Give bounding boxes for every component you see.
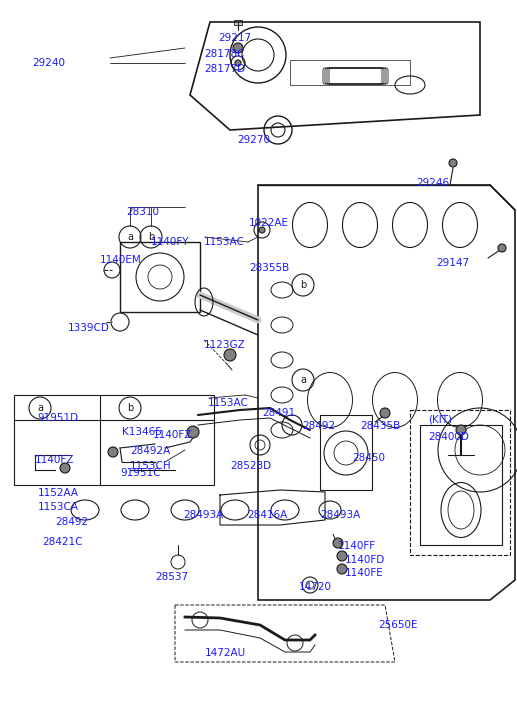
Text: 28491: 28491 xyxy=(262,408,295,418)
Text: 1153AC: 1153AC xyxy=(204,237,245,247)
Text: 29147: 29147 xyxy=(436,258,469,268)
Text: 1140FD: 1140FD xyxy=(345,555,385,565)
Text: 29240: 29240 xyxy=(32,58,65,68)
Text: 14720: 14720 xyxy=(299,582,332,592)
Bar xyxy=(14,395,214,485)
Text: 1123GZ: 1123GZ xyxy=(204,340,246,350)
Text: 1140FE: 1140FE xyxy=(345,568,384,578)
Text: 28493A: 28493A xyxy=(183,510,223,520)
Text: 28178C: 28178C xyxy=(204,49,245,59)
Text: 1152AA: 1152AA xyxy=(38,488,79,498)
Bar xyxy=(120,242,200,312)
Bar xyxy=(410,410,510,555)
Text: 28537: 28537 xyxy=(155,572,188,582)
Circle shape xyxy=(60,463,70,473)
Text: 28492: 28492 xyxy=(302,421,335,431)
Text: 1140FY: 1140FY xyxy=(151,237,190,247)
Text: 1140FZ: 1140FZ xyxy=(153,430,192,440)
Circle shape xyxy=(224,349,236,361)
Text: 25650E: 25650E xyxy=(378,620,418,630)
Text: 1140FF: 1140FF xyxy=(338,541,376,551)
Text: 28416A: 28416A xyxy=(247,510,287,520)
Bar xyxy=(320,415,372,490)
Circle shape xyxy=(233,43,243,53)
Circle shape xyxy=(337,564,347,574)
Circle shape xyxy=(333,538,343,548)
Text: 1153CA: 1153CA xyxy=(38,502,79,512)
Text: 29270: 29270 xyxy=(237,135,270,145)
Text: 29217: 29217 xyxy=(218,33,251,43)
Text: K13465: K13465 xyxy=(122,427,162,437)
Circle shape xyxy=(235,60,241,66)
Text: a: a xyxy=(300,375,306,385)
Text: b: b xyxy=(127,403,133,413)
Text: 1140FZ: 1140FZ xyxy=(35,455,74,465)
Text: 28492: 28492 xyxy=(55,517,88,527)
Text: 91951C: 91951C xyxy=(120,468,160,478)
Text: 29246: 29246 xyxy=(416,178,449,188)
Text: 28450: 28450 xyxy=(352,453,385,463)
Circle shape xyxy=(380,408,390,418)
Text: 1339CD: 1339CD xyxy=(68,323,110,333)
Text: 1153AC: 1153AC xyxy=(208,398,249,408)
Bar xyxy=(420,425,502,545)
Text: 28355B: 28355B xyxy=(249,263,289,273)
Text: 28528D: 28528D xyxy=(230,461,271,471)
Text: 28435B: 28435B xyxy=(360,421,400,431)
Circle shape xyxy=(456,425,466,435)
Text: 28310: 28310 xyxy=(126,207,159,217)
Text: 1022AE: 1022AE xyxy=(249,218,289,228)
Circle shape xyxy=(498,244,506,252)
Circle shape xyxy=(187,426,199,438)
Text: 1140EM: 1140EM xyxy=(100,255,142,265)
Text: b: b xyxy=(148,232,154,242)
Circle shape xyxy=(259,227,265,233)
Text: b: b xyxy=(300,280,306,290)
Text: a: a xyxy=(127,232,133,242)
Text: 28421C: 28421C xyxy=(42,537,83,547)
Text: 1472AU: 1472AU xyxy=(204,648,246,658)
Text: 28400D: 28400D xyxy=(428,432,469,442)
Text: 1153CH: 1153CH xyxy=(130,461,172,471)
Text: 91951D: 91951D xyxy=(37,413,78,423)
Bar xyxy=(290,60,410,85)
Circle shape xyxy=(449,159,457,167)
Text: 28492A: 28492A xyxy=(130,446,170,456)
Text: 28177D: 28177D xyxy=(204,64,245,74)
Text: a: a xyxy=(37,403,43,413)
FancyBboxPatch shape xyxy=(234,20,242,25)
Circle shape xyxy=(337,551,347,561)
Text: 28493A: 28493A xyxy=(320,510,360,520)
Circle shape xyxy=(108,447,118,457)
Text: (KIT): (KIT) xyxy=(428,415,452,425)
